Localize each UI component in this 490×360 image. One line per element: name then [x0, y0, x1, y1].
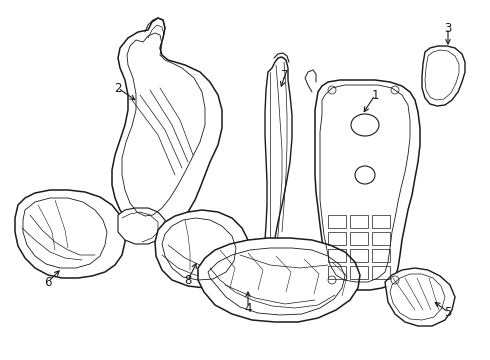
Polygon shape: [112, 18, 222, 232]
Bar: [372, 266, 390, 279]
Polygon shape: [118, 208, 165, 244]
Bar: [372, 249, 390, 262]
Text: 2: 2: [114, 81, 122, 95]
Bar: [328, 266, 346, 279]
Polygon shape: [198, 238, 360, 322]
Polygon shape: [422, 46, 465, 106]
Text: 4: 4: [244, 302, 252, 315]
Text: 3: 3: [444, 22, 452, 35]
Bar: [350, 215, 368, 228]
Bar: [372, 232, 390, 245]
Polygon shape: [315, 80, 420, 290]
Polygon shape: [155, 210, 248, 288]
Bar: [328, 232, 346, 245]
Bar: [350, 266, 368, 279]
Text: 8: 8: [184, 274, 192, 287]
Bar: [350, 232, 368, 245]
Text: 6: 6: [44, 275, 52, 288]
Polygon shape: [385, 268, 455, 326]
Bar: [350, 249, 368, 262]
Bar: [328, 249, 346, 262]
Polygon shape: [15, 190, 125, 278]
Bar: [328, 215, 346, 228]
Text: 5: 5: [444, 306, 452, 319]
Text: 1: 1: [371, 89, 379, 102]
Polygon shape: [264, 57, 292, 262]
Bar: [372, 215, 390, 228]
Text: 7: 7: [281, 68, 289, 81]
